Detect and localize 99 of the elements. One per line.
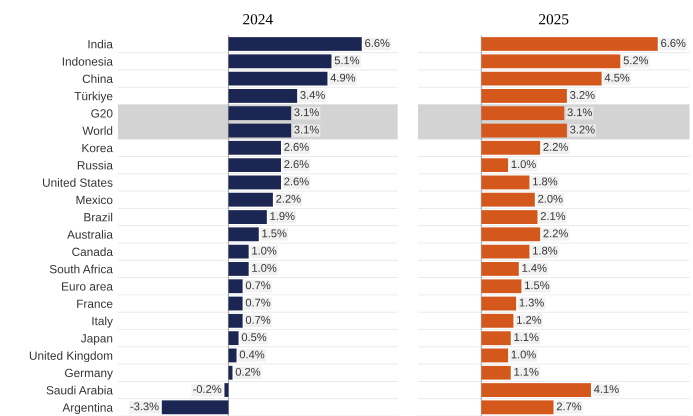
data-label: 3.1% (294, 108, 319, 116)
data-label: 0.7% (246, 298, 270, 307)
y-tick-label: Saudi Arabia (46, 386, 113, 394)
data-label: 2.2% (544, 142, 568, 151)
bar (481, 88, 567, 103)
data-label: 3.1% (294, 126, 319, 134)
data-label: 3.2% (570, 126, 595, 134)
bar (481, 262, 519, 276)
bar (228, 366, 233, 380)
bar (228, 54, 332, 68)
data-label: 1.1% (514, 333, 538, 342)
y-tick-label: Argentina (62, 403, 113, 414)
bar (162, 400, 228, 414)
chart-title: 2025 (539, 14, 568, 24)
bar (481, 383, 591, 397)
bar (481, 54, 620, 68)
bar (228, 72, 328, 86)
bar (481, 37, 658, 51)
y-tick-label: Indonesia (62, 57, 113, 66)
y-tick-label: G20 (91, 109, 112, 118)
data-label: 0.7% (246, 316, 270, 324)
bar (481, 192, 535, 207)
bar (481, 140, 540, 155)
data-label: 5.2% (624, 56, 648, 64)
data-label: 1.8% (533, 246, 558, 255)
bar (481, 227, 540, 242)
bar (228, 227, 259, 242)
data-label: 1.9% (270, 212, 295, 220)
data-label: 4.5% (604, 74, 630, 82)
y-tick-label: Korea (82, 144, 113, 152)
y-tick-label: France (77, 300, 112, 308)
y-tick-label: United Kingdom (30, 351, 112, 362)
data-label: 1.0% (252, 264, 276, 272)
bar (481, 314, 514, 328)
data-label: 3.1% (567, 108, 592, 116)
data-label: 1.0% (512, 160, 536, 168)
bar (228, 192, 273, 207)
data-label: 0.4% (240, 350, 264, 358)
bar (481, 72, 602, 86)
bar (481, 366, 511, 380)
bar (481, 331, 511, 346)
chart-title: 2024 (243, 14, 273, 24)
data-label: 1.4% (522, 264, 547, 272)
data-label: 1.2% (517, 316, 542, 324)
data-label: 2.7% (556, 402, 582, 410)
y-tick-label: China (82, 74, 113, 84)
y-tick-label: India (88, 40, 113, 48)
data-label: 2.0% (538, 194, 563, 203)
bar (224, 383, 228, 397)
y-tick-label: United States (42, 178, 113, 187)
data-label: -0.2% (193, 385, 222, 394)
data-label: 1.0% (512, 350, 536, 358)
data-label: 1.5% (525, 281, 550, 290)
bar (481, 106, 564, 120)
y-tick-label: Türkiye (74, 92, 112, 103)
y-tick-label: Euro area (62, 282, 113, 291)
data-label: 6.6% (661, 39, 686, 47)
data-label: 1.5% (262, 229, 286, 238)
y-tick-label: Australia (67, 230, 113, 239)
bar (228, 140, 281, 155)
data-label: 2.6% (284, 178, 309, 186)
bar (228, 158, 281, 172)
bar (481, 244, 530, 259)
y-tick-label: Canada (72, 247, 113, 256)
data-label: 1.3% (520, 298, 544, 307)
y-tick-label: Germany (65, 368, 113, 380)
y-tick-label: Italy (92, 316, 113, 328)
data-label: 2.2% (276, 194, 301, 203)
data-label: 3.2% (570, 91, 595, 99)
bar (228, 37, 362, 51)
data-label: 4.1% (594, 385, 619, 393)
y-tick-label: South Africa (50, 264, 113, 274)
bar (228, 210, 267, 224)
bar (228, 262, 249, 276)
bar (481, 176, 530, 190)
data-label: 2.6% (284, 142, 309, 151)
data-label: 0.5% (242, 333, 266, 342)
data-label: 3.4% (300, 91, 325, 99)
y-tick-label: Brazil (84, 212, 112, 222)
data-label: 1.0% (252, 246, 276, 255)
data-label: 2.6% (284, 160, 309, 168)
data-label: 2.2% (544, 229, 568, 238)
y-tick-label: Russia (78, 160, 113, 170)
data-label: 2.1% (540, 212, 566, 220)
data-label: 1.8% (533, 178, 558, 186)
data-label: 4.9% (330, 74, 356, 82)
bar (481, 279, 522, 294)
y-tick-label: Japan (80, 334, 112, 345)
data-label: 5.1% (334, 56, 360, 64)
data-label: 6.6% (365, 39, 390, 47)
bar (228, 176, 281, 190)
data-label: 1.1% (514, 368, 538, 376)
y-tick-label: Mexico (76, 195, 112, 204)
y-tick-label: World (82, 126, 112, 135)
data-label: 0.2% (236, 368, 260, 376)
data-label: 0.7% (246, 281, 270, 290)
bar (228, 244, 249, 259)
data-label: -3.3% (130, 402, 159, 410)
bar (481, 124, 567, 138)
